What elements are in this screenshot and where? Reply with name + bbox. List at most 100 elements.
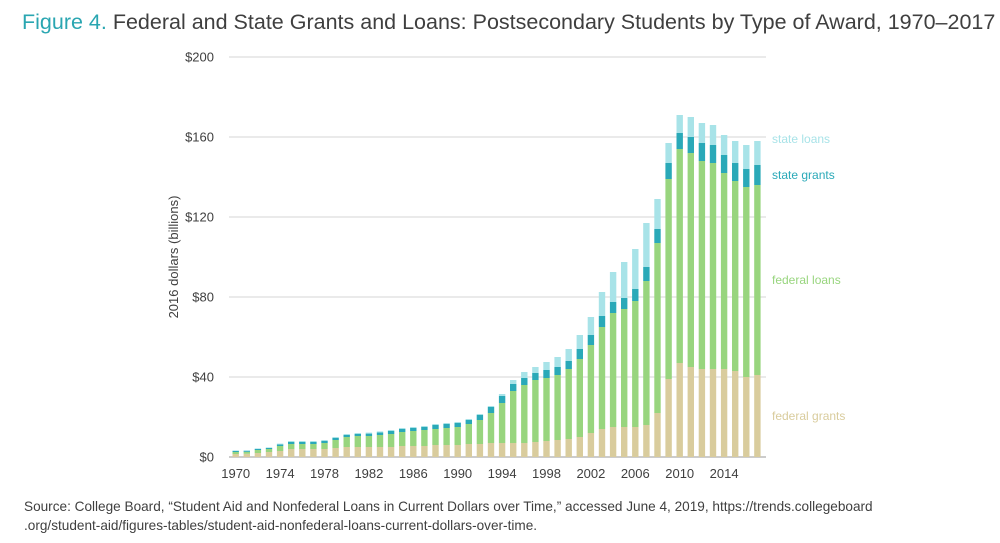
series-label: state loans xyxy=(772,132,830,146)
bar-segment xyxy=(754,165,761,185)
bar-segment xyxy=(321,441,328,443)
stacked-bar-chart: $0 $40 $80 $120 $160 $200 2016 dollars (billio… xyxy=(166,50,845,482)
bar-segment xyxy=(332,448,339,457)
bar-segment xyxy=(498,403,506,443)
bar-segment xyxy=(421,426,428,427)
bar-segment xyxy=(521,378,528,385)
bar-segment xyxy=(387,434,395,447)
bar-segment xyxy=(576,359,583,437)
y-tick-label: $200 xyxy=(185,50,214,65)
y-tick-label: $120 xyxy=(185,210,214,225)
bar-segment xyxy=(720,135,728,155)
bar-segment xyxy=(587,433,595,457)
bar-segment xyxy=(732,181,739,371)
bar-segment xyxy=(232,450,239,451)
bar-segment xyxy=(299,449,306,457)
bar-segment xyxy=(232,454,239,457)
bar-segment xyxy=(598,429,606,457)
y-tick-label: $160 xyxy=(185,130,214,145)
source-note: Source: College Board, “Student Aid and … xyxy=(24,497,984,535)
bar-segment xyxy=(720,173,728,369)
series-label: state grants xyxy=(772,168,835,182)
bar-segment xyxy=(743,187,750,377)
bar-segment xyxy=(621,309,628,427)
bar-segment xyxy=(487,413,495,443)
bar-segment xyxy=(709,369,717,457)
bar-segment xyxy=(310,441,317,442)
bar-segment xyxy=(676,149,683,363)
x-tick-label: 2006 xyxy=(621,466,650,481)
bar-segment xyxy=(754,141,761,165)
bar-segment xyxy=(332,437,339,438)
bar-segment xyxy=(476,444,484,457)
bar-segment xyxy=(299,442,306,444)
y-axis-label: 2016 dollars (billions) xyxy=(166,196,181,319)
source-line-1: Source: College Board, “Student Aid and … xyxy=(24,499,873,514)
bar-segment xyxy=(332,440,339,448)
bar-segment xyxy=(332,438,339,440)
bar-segment xyxy=(576,349,583,359)
bar-segment xyxy=(254,453,262,457)
bar-segment xyxy=(532,442,539,457)
series-label: federal loans xyxy=(772,273,841,287)
bar-segment xyxy=(321,443,328,449)
bar-segment xyxy=(443,423,450,424)
bar-segment xyxy=(399,446,406,457)
bar-segment xyxy=(454,422,461,423)
bar-segment xyxy=(643,425,650,457)
bar-segment xyxy=(676,115,683,133)
bar-segment xyxy=(598,316,606,327)
bar-segment xyxy=(521,443,528,457)
bar-segment xyxy=(310,442,317,444)
bar-segment xyxy=(621,262,628,298)
bar-segment xyxy=(754,375,761,457)
bar-segment xyxy=(543,378,550,441)
bar-segment xyxy=(554,375,561,440)
bar-segment xyxy=(543,362,550,370)
series-label: federal grants xyxy=(772,409,845,423)
bar-segment xyxy=(565,369,572,439)
y-tick-label: $40 xyxy=(192,370,214,385)
bar-segment xyxy=(576,437,583,457)
bar-segment xyxy=(432,429,439,445)
bar-segment xyxy=(387,447,395,457)
bar-segment xyxy=(265,452,273,457)
bar-segment xyxy=(232,452,239,454)
bar-segment xyxy=(399,428,406,429)
bar-segment xyxy=(554,357,561,367)
bar-segment xyxy=(310,444,317,449)
bar-segment xyxy=(587,345,595,433)
bar-segment xyxy=(376,435,384,447)
bar-segment xyxy=(654,243,661,413)
x-tick-label: 1990 xyxy=(443,466,472,481)
x-tick-label: 1978 xyxy=(310,466,339,481)
bar-segment xyxy=(621,427,628,457)
bar-segment xyxy=(576,335,583,349)
x-tick-label: 1994 xyxy=(488,466,517,481)
bar-segment xyxy=(432,445,439,457)
bar-segment xyxy=(343,435,350,437)
bar-segment xyxy=(410,428,417,431)
bar-segment xyxy=(709,125,717,145)
bar-segment xyxy=(676,363,683,457)
bar-segment xyxy=(510,384,517,391)
bar-segment xyxy=(532,380,539,442)
bar-segment xyxy=(621,298,628,309)
bar-segment xyxy=(410,431,417,446)
bar-segment xyxy=(709,145,717,163)
bar-segment xyxy=(665,143,672,163)
bar-segment xyxy=(498,443,506,457)
bar-segment xyxy=(498,396,506,403)
bar-segment xyxy=(276,443,284,445)
bar-segment xyxy=(399,429,406,432)
x-tick-label: 2002 xyxy=(576,466,605,481)
bar-segment xyxy=(720,155,728,173)
x-tick-label: 1982 xyxy=(354,466,383,481)
bar-segment xyxy=(476,420,484,444)
bar-segment xyxy=(399,432,406,446)
bar-segment xyxy=(732,163,739,181)
figure-title: Figure 4. Federal and State Grants and L… xyxy=(22,10,995,35)
bar-segment xyxy=(654,229,661,243)
figure-title-text: Federal and State Grants and Loans: Post… xyxy=(112,10,996,34)
figure-label: Figure 4. xyxy=(22,10,107,34)
